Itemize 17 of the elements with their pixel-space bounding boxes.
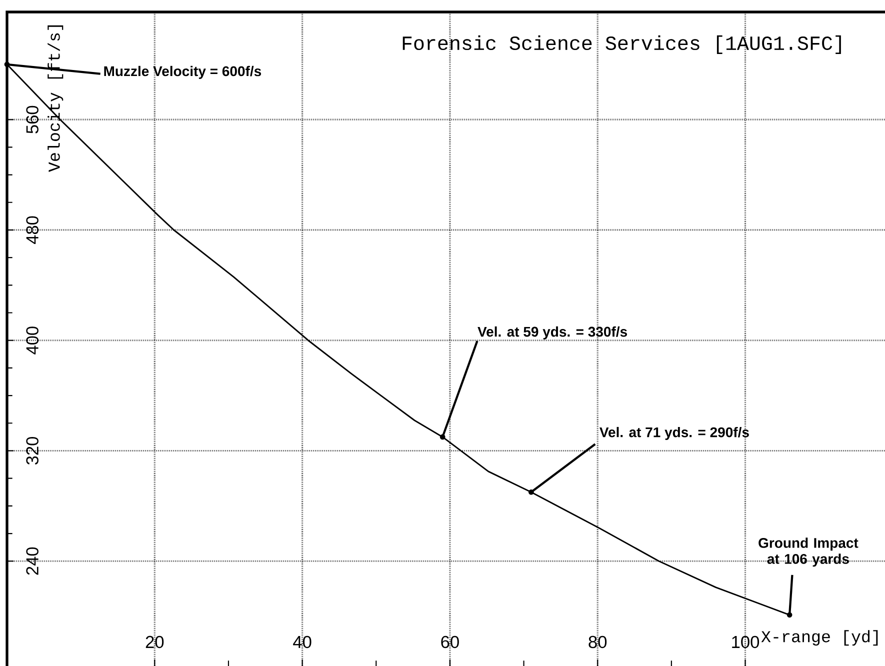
x-tick-label: 20 (146, 636, 164, 648)
y-tick-label: 240 (26, 547, 38, 575)
annotation: Vel. at 71 yds. = 290f/s (600, 426, 749, 440)
x-tick-label: 40 (293, 636, 312, 648)
text: Forensic Science Services [1AUG1.SFC] (402, 35, 841, 54)
x-tick-label: 80 (588, 636, 607, 648)
annotation: Vel. at 59 yds. = 330f/s (478, 326, 628, 340)
y-axis-title: Velocity [ft/s] (48, 25, 64, 172)
annotation: Ground Impact at 106 yards (758, 538, 858, 567)
y-tick-label: 400 (26, 326, 38, 354)
x-tick-label: 60 (441, 636, 459, 648)
annotation: Muzzle Velocity = 600f/s (104, 66, 262, 79)
y-tick-label: 320 (26, 436, 38, 465)
y-tick-label: 480 (26, 216, 38, 244)
x-axis-title: X-range [yd] (761, 630, 878, 646)
y-tick-label: 560 (26, 106, 38, 134)
x-tick-label: 100 (732, 636, 760, 648)
